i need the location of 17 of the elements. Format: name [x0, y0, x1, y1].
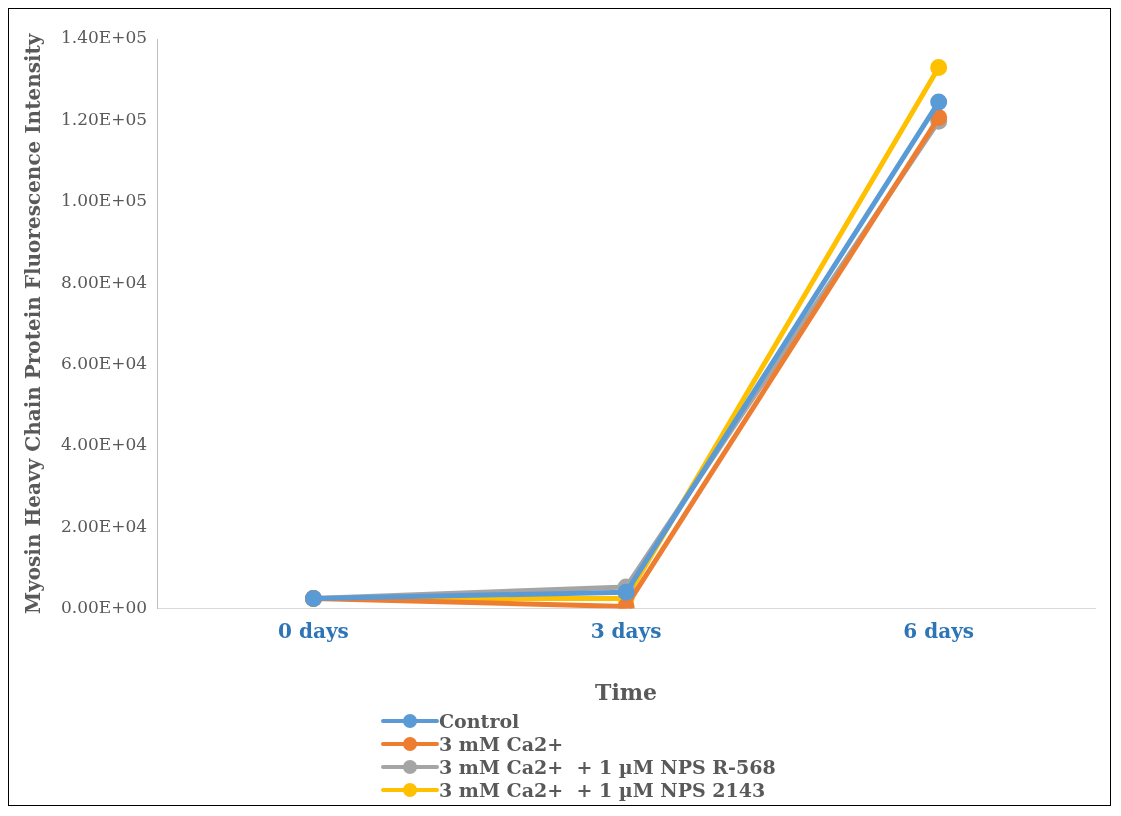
y-tick-label: 1.20E+05: [61, 108, 148, 129]
y-tick-label: 1.00E+05: [61, 190, 148, 211]
x-axis-title: Time: [595, 678, 658, 705]
legend-label: 3 mM Ca2+ + 1 µM NPS R-568: [439, 755, 776, 778]
y-tick-label: 6.00E+04: [61, 352, 148, 373]
y-tick-label: 4.00E+04: [61, 434, 148, 455]
y-tick-label: 1.40E+05: [61, 27, 148, 48]
legend-label: Control: [439, 709, 520, 732]
y-axis-title: Myosin Heavy Chain Protein Fluorescence Intensity: [21, 32, 46, 614]
legend-label: 3 mM Ca2+: [439, 732, 564, 755]
y-tick-label: 0.00E+00: [61, 597, 148, 618]
x-tick-label: 6 days: [903, 618, 975, 643]
y-tick-label: 8.00E+04: [61, 271, 148, 292]
legend-label: 3 mM Ca2+ + 1 µM NPS 2143: [439, 778, 766, 801]
x-tick-label: 3 days: [590, 618, 662, 643]
y-tick-label: 2.00E+04: [61, 515, 148, 536]
x-tick-label: 0 days: [278, 618, 349, 643]
